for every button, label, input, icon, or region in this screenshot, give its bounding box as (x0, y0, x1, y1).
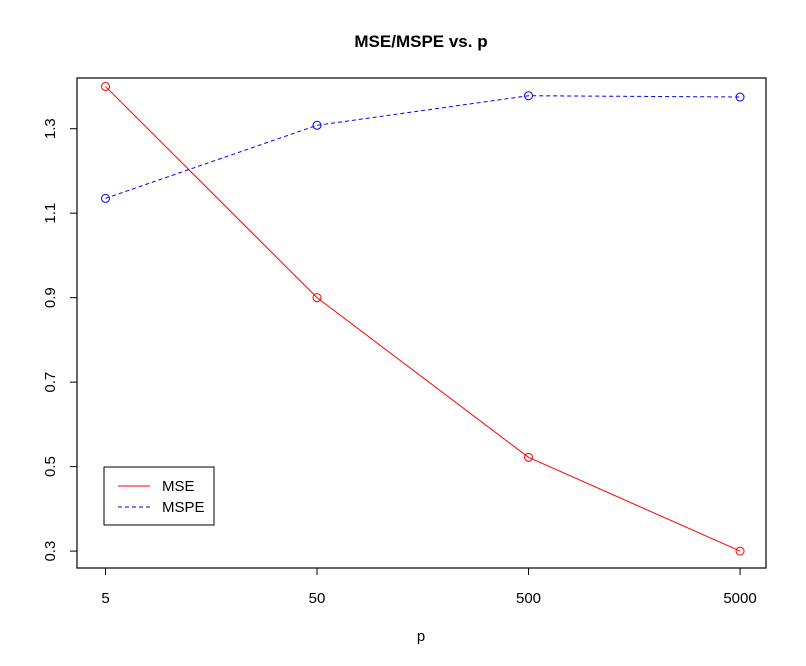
series-mse (100, 81, 745, 556)
y-tick-label: 1.1 (42, 203, 59, 224)
data-point (100, 193, 110, 203)
plot-frame (76, 77, 767, 569)
series-mspe (100, 91, 745, 203)
y-tick-label: 1.3 (42, 118, 59, 139)
data-point (100, 81, 110, 91)
chart-title: MSE/MSPE vs. p (354, 32, 487, 51)
data-point (312, 293, 322, 303)
data-point (735, 92, 745, 102)
data-point (524, 452, 534, 462)
x-tick-label: 5000 (723, 590, 756, 607)
x-tick-label: 5 (101, 590, 109, 607)
legend-label: MSPE (162, 499, 205, 516)
legend-box (103, 466, 215, 526)
x-axis: 5 50 500 5000 (101, 568, 757, 607)
x-tick-label: 50 (309, 590, 326, 607)
y-axis: 0.3 0.5 0.7 0.9 1.1 1.3 (42, 118, 77, 562)
y-tick-label: 0.9 (42, 287, 59, 308)
legend: MSE MSPE (103, 466, 215, 526)
x-axis-label: p (417, 628, 425, 645)
data-point (524, 91, 534, 101)
y-tick-label: 0.7 (42, 372, 59, 393)
series-line (105, 95, 741, 199)
x-tick-label: 500 (516, 590, 541, 607)
data-point (735, 546, 745, 556)
series-line (105, 86, 741, 552)
y-tick-label: 0.3 (42, 541, 59, 562)
y-tick-label: 0.5 (42, 456, 59, 477)
data-point (312, 120, 322, 130)
legend-label: MSE (162, 478, 195, 495)
series-layer (100, 81, 745, 556)
